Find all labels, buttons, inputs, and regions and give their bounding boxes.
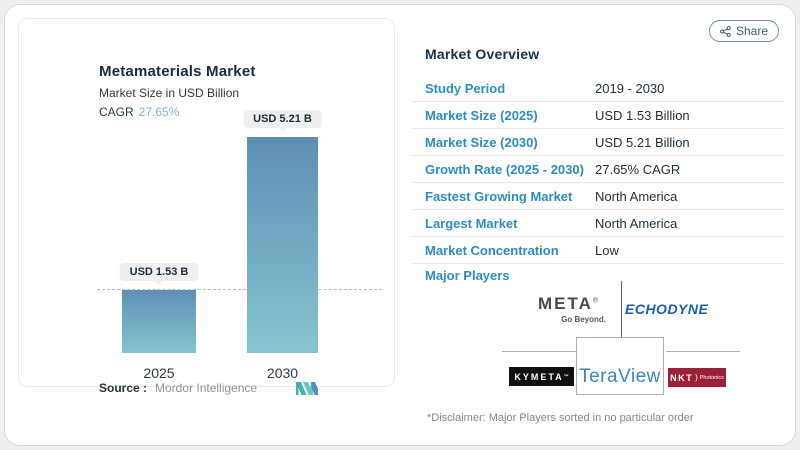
row-label: Growth Rate (2025 - 2030) — [425, 161, 584, 177]
table-row: Market Size (2030) USD 5.21 Billion — [412, 129, 784, 156]
source-value: Mordor Intelligence — [155, 381, 258, 395]
table-row: Largest Market North America — [412, 210, 784, 237]
cagr-label: CAGR — [99, 105, 134, 119]
nkt-bracket-glyph: ) — [695, 373, 698, 382]
mordor-intelligence-logo-icon — [296, 382, 318, 395]
row-value: USD 5.21 Billion — [595, 134, 690, 150]
share-icon — [720, 25, 731, 37]
overview-table: Study Period 2019 - 2030 Market Size (20… — [412, 75, 784, 264]
row-value: Low — [595, 242, 619, 258]
row-value: 2019 - 2030 — [595, 80, 665, 96]
bar-2025 — [122, 290, 196, 353]
table-row: Market Size (2025) USD 1.53 Billion — [412, 102, 784, 129]
bar-value-label: USD 1.53 B — [119, 263, 199, 281]
teraview-logo-text: TeraView — [579, 366, 661, 387]
chart-panel: Metamaterials Market Market Size in USD … — [18, 18, 395, 395]
meta-logo: META® Go Beyond. — [526, 294, 610, 324]
row-label: Study Period — [425, 80, 506, 96]
row-label: Fastest Growing Market — [425, 188, 573, 204]
echodyne-logo: ECHODYNE — [625, 301, 709, 317]
players-vertical-divider — [621, 281, 622, 337]
players-horizontal-divider-right — [666, 351, 740, 352]
row-label: Market Concentration — [425, 242, 559, 258]
meta-tagline: Go Beyond. — [561, 315, 606, 324]
source-label: Source : — [99, 381, 148, 395]
bar-2030 — [247, 137, 318, 353]
chart-subtitle: Market Size in USD Billion — [99, 86, 240, 100]
share-button[interactable]: Share — [709, 20, 779, 42]
reference-line — [97, 289, 382, 290]
chart-plot-area: USD 1.53 B 2025 USD 5.21 B 2030 — [97, 110, 382, 381]
teraview-logo: TeraView — [576, 337, 664, 395]
row-value: North America — [595, 215, 678, 231]
x-axis-label: 2025 — [143, 365, 175, 381]
share-button-label: Share — [735, 24, 769, 38]
nkt-photonics-logo: NKT) Photonics — [668, 368, 726, 387]
meta-logo-text: META — [537, 294, 593, 313]
overview-heading: Market Overview — [425, 46, 540, 62]
table-row: Fastest Growing Market North America — [412, 183, 784, 210]
row-value: 27.65% CAGR — [595, 161, 681, 177]
table-row: Market Concentration Low — [412, 237, 784, 264]
row-label: Market Size (2030) — [425, 134, 538, 150]
row-label: Market Size (2025) — [425, 107, 538, 123]
trademark-icon: ™ — [563, 373, 569, 380]
table-row: Growth Rate (2025 - 2030) 27.65% CAGR — [412, 156, 784, 183]
kymeta-logo: KYMETA ™ — [509, 367, 574, 386]
chart-title: Metamaterials Market — [99, 63, 256, 80]
disclaimer-text: *Disclaimer: Major Players sorted in no … — [427, 412, 694, 424]
table-row: Study Period 2019 - 2030 — [412, 75, 784, 102]
major-players-label: Major Players — [425, 268, 510, 283]
source-row: Source : Mordor Intelligence — [99, 381, 257, 395]
nkt-photonics-text: Photonics — [699, 374, 724, 381]
nkt-logo-text: NKT — [670, 372, 694, 383]
row-value: North America — [595, 188, 678, 204]
registered-mark-icon: ® — [592, 297, 599, 305]
cagr-value: 27.65% — [138, 105, 180, 119]
kymeta-logo-text: KYMETA — [514, 371, 564, 382]
players-horizontal-divider-left — [502, 351, 576, 352]
row-value: USD 1.53 Billion — [595, 107, 690, 123]
row-label: Largest Market — [425, 215, 518, 231]
bar-value-label: USD 5.21 B — [243, 110, 322, 128]
x-axis-label: 2030 — [266, 365, 299, 381]
cagr-row: CAGR 27.65% — [99, 105, 179, 119]
